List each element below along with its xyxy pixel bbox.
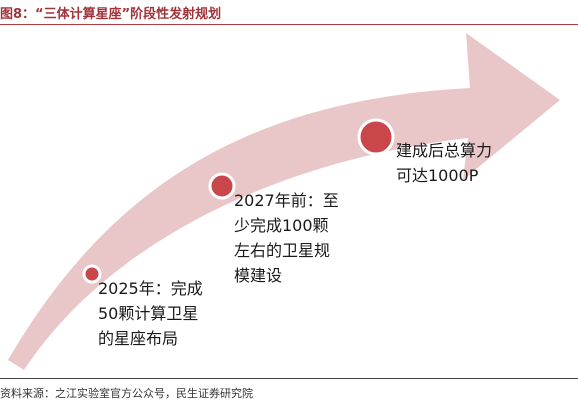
milestone-text-line: 建成后总算力 — [396, 141, 493, 160]
milestone-text-line: 模建设 — [234, 266, 283, 285]
milestone-label-2025: 2025年：完成 50颗计算卫星 的星座布局 — [98, 276, 203, 351]
milestone-text-line: 50颗计算卫星 — [98, 304, 199, 323]
milestone-text-line: 左右的卫星规 — [234, 241, 331, 260]
milestone-text-line: 少完成100颗 — [234, 216, 329, 235]
milestone-text-line: 可达1000P — [396, 166, 479, 185]
milestone-text-line: 的星座布局 — [98, 329, 179, 348]
milestone-label-final: 建成后总算力 可达1000P — [396, 138, 492, 188]
figure-title: 图8：“三体计算星座”阶段性发射规划 — [0, 7, 222, 22]
milestone-text-line: 2025年：完成 — [98, 279, 203, 298]
milestone-marker-2027 — [208, 172, 236, 200]
title-divider — [0, 24, 578, 25]
milestone-text-line: 2027年前：至 — [234, 191, 339, 210]
growth-arrow-icon — [8, 33, 560, 370]
milestone-marker-2025 — [82, 264, 102, 284]
source-note: 资料来源：之江实验室官方公众号，民生证券研究院 — [0, 387, 253, 400]
milestone-label-2027: 2027年前：至 少完成100颗 左右的卫星规 模建设 — [234, 188, 339, 288]
source-divider — [0, 378, 578, 379]
milestone-marker-final — [357, 118, 395, 156]
